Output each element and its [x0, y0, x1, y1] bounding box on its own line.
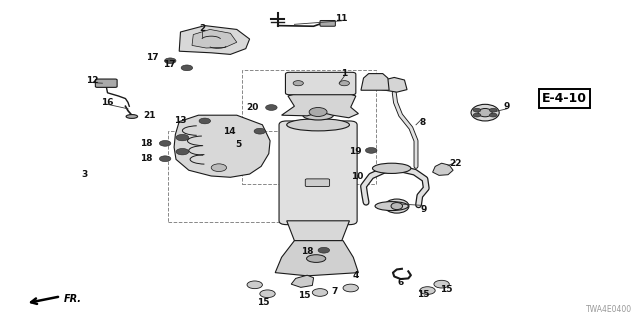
Text: 22: 22	[449, 159, 462, 168]
Circle shape	[339, 81, 349, 86]
Ellipse shape	[307, 255, 326, 262]
Polygon shape	[287, 221, 349, 241]
Ellipse shape	[287, 119, 349, 131]
Circle shape	[176, 148, 189, 155]
Text: 15: 15	[440, 285, 453, 294]
Text: 13: 13	[174, 116, 187, 125]
FancyBboxPatch shape	[305, 179, 330, 187]
FancyBboxPatch shape	[320, 20, 335, 26]
Circle shape	[365, 148, 377, 153]
Text: 2: 2	[199, 24, 205, 33]
Polygon shape	[174, 115, 270, 177]
Text: 17: 17	[146, 53, 159, 62]
Ellipse shape	[391, 203, 403, 210]
Circle shape	[318, 247, 330, 253]
Circle shape	[293, 81, 303, 86]
FancyBboxPatch shape	[285, 72, 356, 95]
Bar	[242, 70, 376, 184]
Text: E-4-10: E-4-10	[542, 92, 587, 105]
Text: 19: 19	[349, 147, 362, 156]
Text: 3: 3	[81, 170, 88, 179]
Circle shape	[490, 108, 497, 112]
Polygon shape	[433, 163, 453, 175]
Ellipse shape	[385, 199, 409, 213]
Text: 16: 16	[101, 98, 114, 107]
Text: 21: 21	[143, 111, 156, 120]
Text: 12: 12	[86, 76, 99, 84]
Text: 9: 9	[420, 205, 427, 214]
Text: FR.: FR.	[64, 293, 82, 304]
Circle shape	[164, 58, 176, 64]
Circle shape	[343, 284, 358, 292]
Text: 18: 18	[301, 247, 314, 256]
Circle shape	[309, 108, 327, 116]
Text: 11: 11	[335, 14, 348, 23]
Circle shape	[266, 105, 277, 110]
FancyBboxPatch shape	[95, 79, 117, 87]
Text: 5: 5	[235, 140, 241, 149]
Circle shape	[159, 140, 171, 146]
FancyBboxPatch shape	[279, 121, 357, 225]
Text: 20: 20	[246, 103, 259, 112]
Text: 18: 18	[140, 154, 152, 163]
Polygon shape	[361, 74, 389, 90]
Circle shape	[254, 128, 266, 134]
Ellipse shape	[375, 202, 408, 211]
Circle shape	[473, 113, 481, 117]
Text: 14: 14	[223, 127, 236, 136]
Polygon shape	[381, 77, 407, 92]
Text: 9: 9	[504, 102, 510, 111]
Polygon shape	[291, 275, 314, 287]
Ellipse shape	[303, 110, 333, 120]
Text: 6: 6	[397, 278, 404, 287]
Ellipse shape	[372, 163, 411, 173]
Ellipse shape	[126, 115, 138, 118]
Text: 8: 8	[419, 118, 426, 127]
Circle shape	[260, 290, 275, 298]
Polygon shape	[282, 90, 358, 118]
Circle shape	[159, 156, 171, 162]
Polygon shape	[179, 26, 250, 54]
Circle shape	[247, 281, 262, 289]
Text: 7: 7	[331, 287, 337, 296]
Circle shape	[211, 164, 227, 172]
Text: TWA4E0400: TWA4E0400	[586, 305, 632, 314]
Circle shape	[420, 287, 435, 294]
Text: 4: 4	[353, 271, 359, 280]
Ellipse shape	[478, 108, 492, 117]
Bar	[168, 131, 293, 222]
Circle shape	[473, 108, 481, 112]
Circle shape	[181, 65, 193, 71]
Ellipse shape	[471, 104, 499, 121]
Text: 17: 17	[163, 60, 176, 68]
Circle shape	[199, 118, 211, 124]
Circle shape	[434, 280, 449, 288]
Circle shape	[176, 134, 189, 141]
Text: 1: 1	[341, 69, 348, 78]
Text: 15: 15	[298, 291, 311, 300]
Polygon shape	[275, 241, 358, 276]
Circle shape	[490, 113, 497, 117]
Text: 15: 15	[257, 298, 270, 307]
Text: 15: 15	[417, 290, 430, 299]
Text: 18: 18	[140, 139, 152, 148]
Text: 10: 10	[351, 172, 364, 181]
Polygon shape	[192, 29, 237, 48]
Circle shape	[312, 289, 328, 296]
